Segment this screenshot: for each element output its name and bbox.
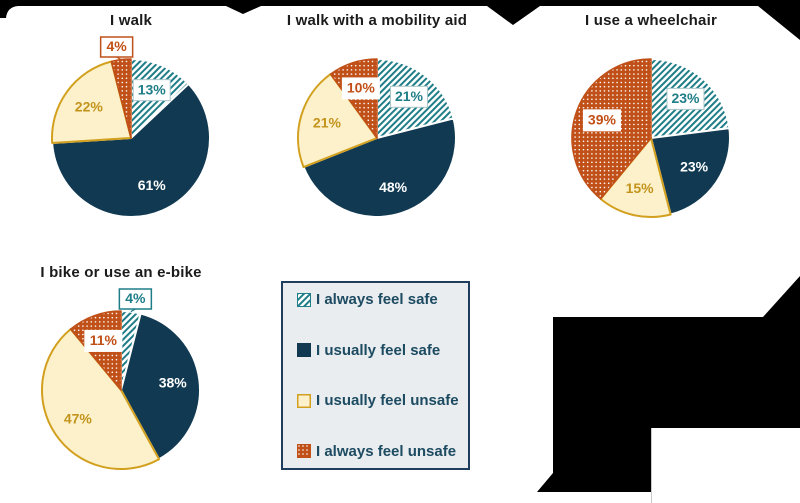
chart-bike-title: I bike or use an e-bike — [40, 264, 202, 281]
pie-slice — [650, 127, 731, 216]
legend-item-always-safe: I always feel safe — [297, 291, 460, 308]
pie-slice — [120, 312, 201, 461]
slice-percent-label: 48% — [379, 179, 408, 195]
chart-walk: I walk 13% 61% 22% 4% — [11, 12, 251, 230]
pie-slice — [302, 117, 457, 218]
pie-slice — [51, 82, 211, 218]
chart-wheelchair: I use a wheelchair 23% 23% 15% 39% — [531, 12, 771, 230]
legend: I always feel safe I usually feel safe I… — [281, 281, 470, 470]
label-box — [84, 329, 123, 352]
slice-percent-label: 38% — [159, 375, 188, 391]
pie-chart-wheelchair: 23% 23% 15% 39% — [571, 58, 731, 218]
chart-mobility-aid-title: I walk with a mobility aid — [286, 12, 468, 29]
navy-swatch-icon — [297, 343, 311, 358]
slice-percent-label: 23% — [680, 159, 709, 175]
bottom-right-black-region — [537, 276, 800, 492]
slice-percent-label: 11% — [90, 332, 118, 348]
pie-chart-mobility-aid: 21% 48% 21% 10% — [297, 58, 457, 218]
legend-label: I usually feel unsafe — [316, 392, 459, 410]
legend-item-usually-unsafe: I usually feel unsafe — [297, 392, 460, 409]
slice-percent-label: 4% — [107, 38, 128, 54]
label-box — [132, 79, 171, 102]
pie-chart-bike: 4% 38% 47% 11% — [41, 288, 201, 470]
cream-swatch-icon — [297, 393, 311, 408]
chart-walk-title: I walk — [109, 12, 153, 29]
slice-percent-label: 47% — [64, 411, 93, 427]
pie-slice — [297, 73, 378, 169]
pie-slice — [599, 137, 672, 218]
slice-percent-label: 39% — [588, 112, 617, 128]
slice-percent-label: 61% — [138, 177, 167, 193]
label-box — [341, 77, 380, 100]
legend-label: I usually feel safe — [316, 341, 441, 359]
slice-percent-label: 10% — [347, 80, 376, 96]
label-box — [666, 87, 705, 110]
pie-chart-walk: 13% 61% 22% 4% — [51, 36, 211, 218]
slice-percent-label: 22% — [75, 99, 104, 115]
callout-label-box — [118, 288, 153, 310]
slice-percent-label: 4% — [125, 290, 146, 306]
chart-mobility-aid: I walk with a mobility aid 21% 48% 21% 10% — [257, 12, 497, 230]
hatch-swatch-icon — [297, 292, 311, 307]
slice-percent-label: 23% — [671, 90, 700, 106]
dots-swatch-icon — [297, 444, 311, 459]
pie-slice — [51, 60, 132, 144]
slice-percent-label: 13% — [138, 81, 167, 97]
legend-label: I always feel safe — [316, 291, 438, 308]
chart-wheelchair-title: I use a wheelchair — [585, 12, 717, 29]
legend-item-usually-safe: I usually feel safe — [297, 342, 460, 359]
legend-label: I always feel unsafe — [316, 442, 457, 460]
pie-slice — [110, 58, 132, 139]
slice-percent-label: 21% — [313, 115, 342, 131]
slice-percent-label: 15% — [626, 180, 655, 196]
chart-bike: I bike or use an e-bike 4% 38% 47% 11% — [1, 264, 241, 482]
legend-item-always-unsafe: I always feel unsafe — [297, 443, 460, 460]
label-box — [582, 109, 621, 132]
label-box — [389, 85, 428, 108]
slice-percent-label: 21% — [395, 88, 424, 104]
pie-slice — [41, 328, 161, 470]
